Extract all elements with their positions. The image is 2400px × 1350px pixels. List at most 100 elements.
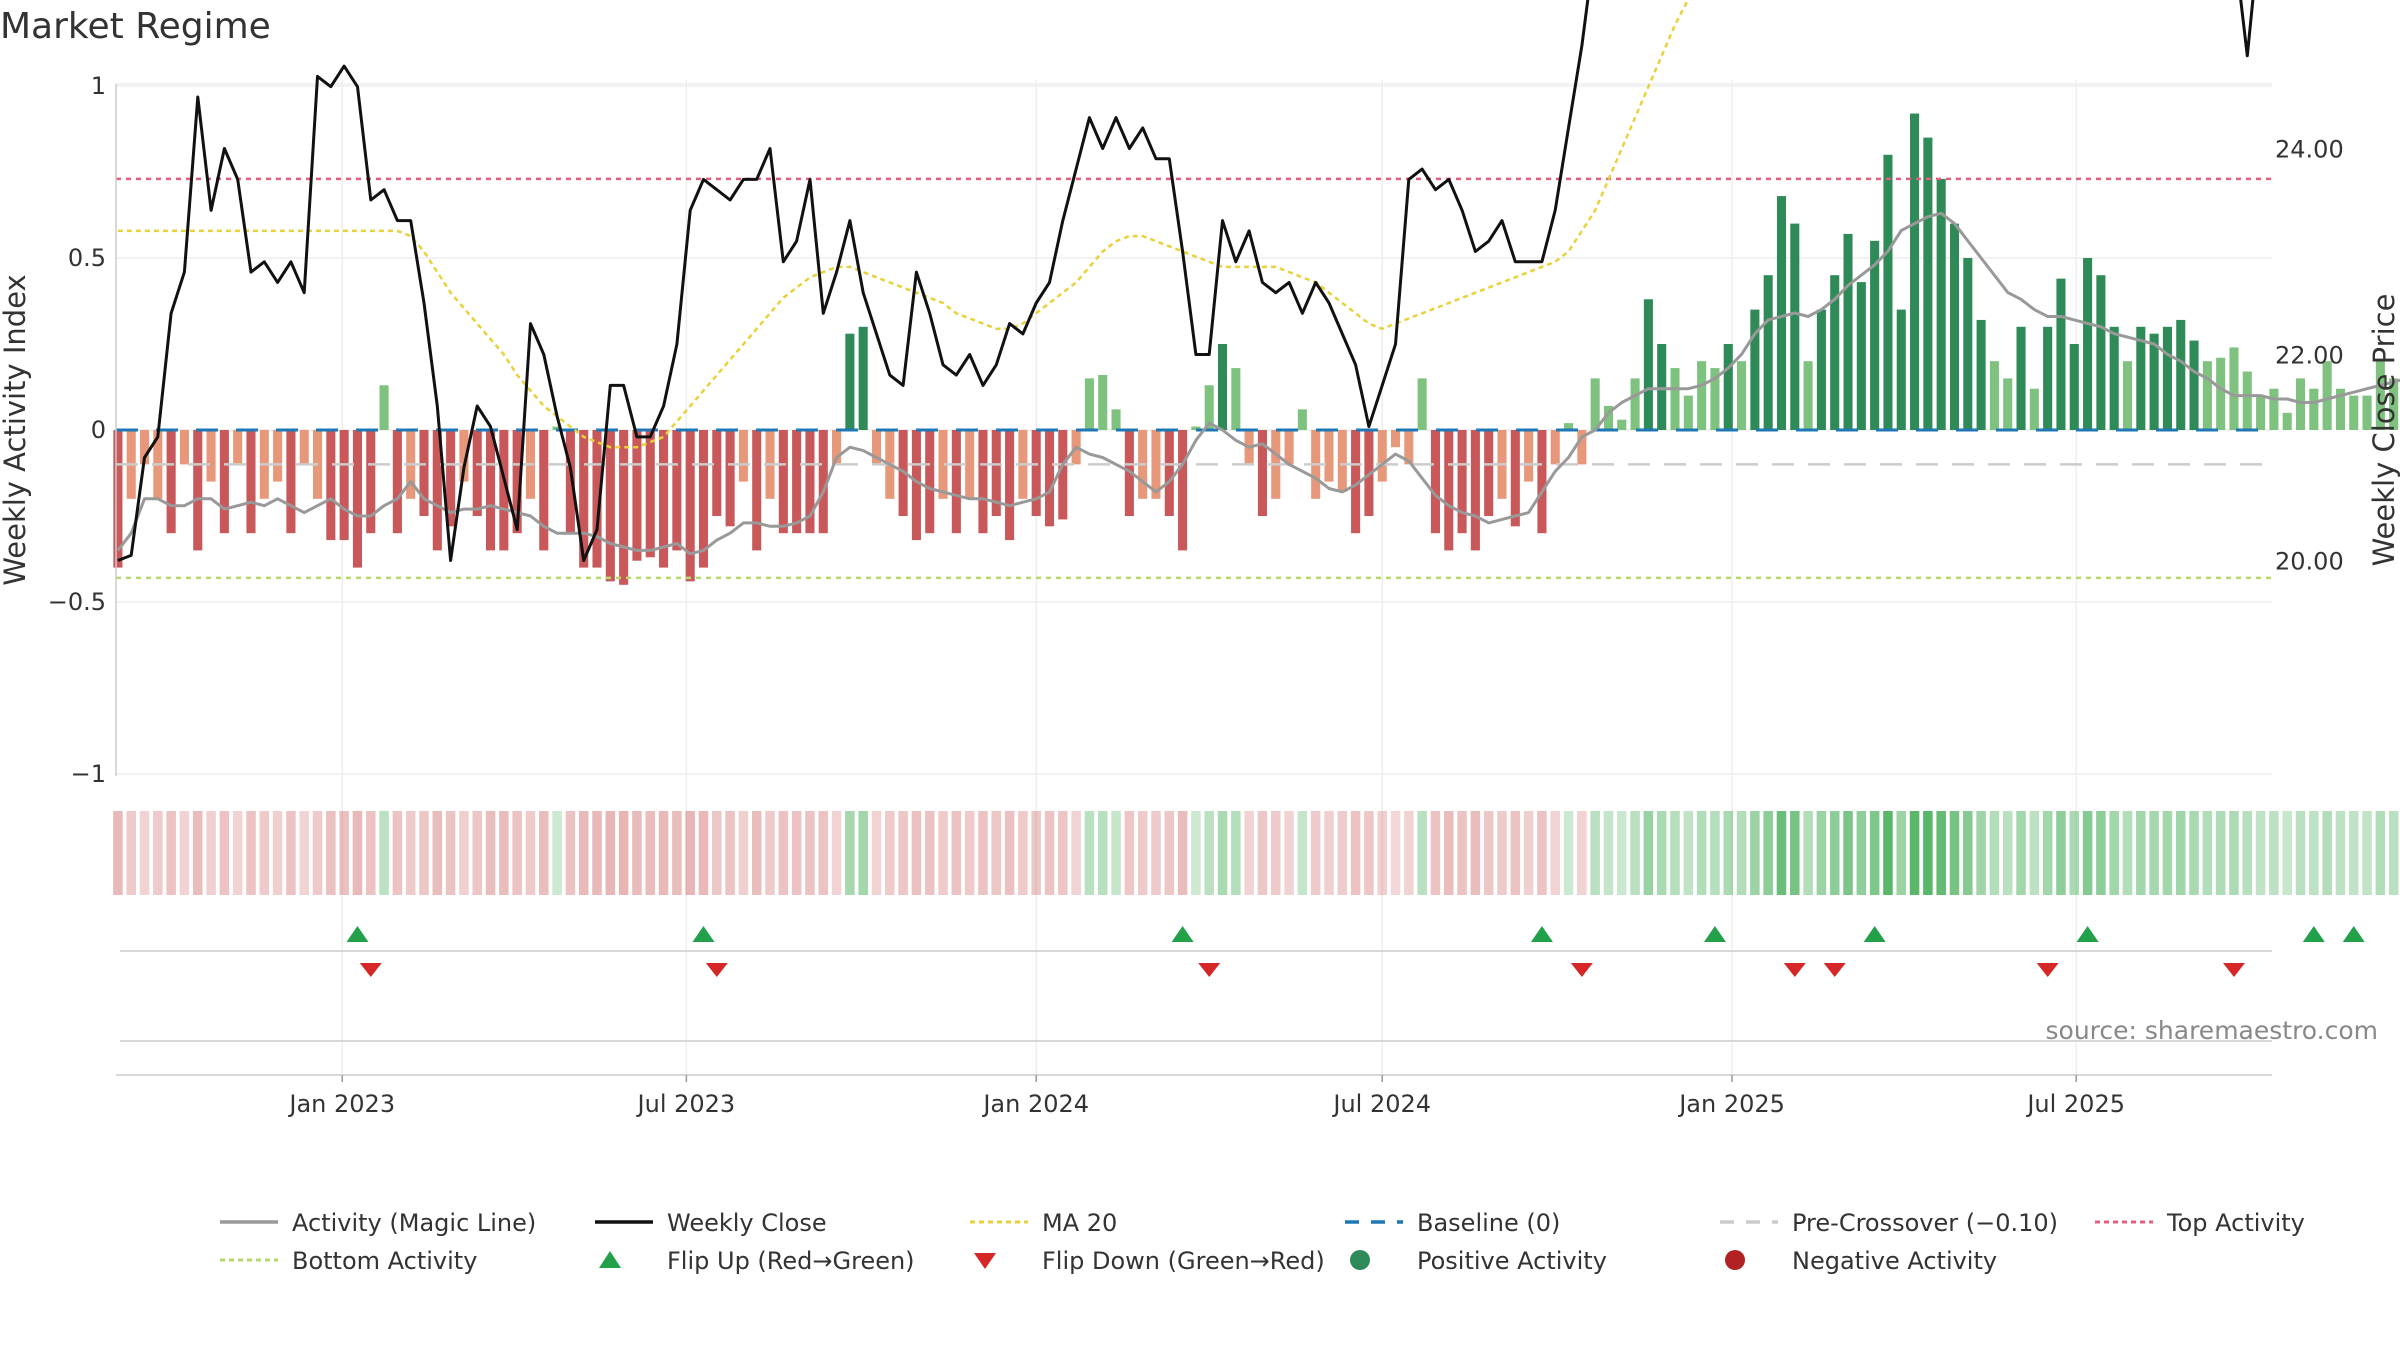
regime-cell xyxy=(206,811,216,895)
regime-cell xyxy=(725,811,735,895)
regime-cell xyxy=(499,811,509,895)
activity-bar xyxy=(2309,388,2319,430)
activity-bar xyxy=(1670,368,1680,430)
activity-bar xyxy=(1098,374,1108,430)
activity-bar xyxy=(1297,409,1307,430)
regime-cell xyxy=(1324,811,1334,895)
regime-cell xyxy=(685,811,695,895)
activity-bar xyxy=(1164,430,1174,516)
regime-cell xyxy=(1058,811,1068,895)
activity-bar xyxy=(246,430,256,534)
regime-cell xyxy=(2002,811,2013,895)
legend-label: Weekly Close xyxy=(667,1209,827,1237)
legend-label: Bottom Activity xyxy=(292,1247,477,1275)
activity-bar xyxy=(725,430,735,527)
weekly-close-line xyxy=(117,0,2255,562)
regime-cell xyxy=(1137,811,1148,895)
activity-bar xyxy=(685,430,695,582)
activity-bar xyxy=(2083,258,2093,430)
regime-cell xyxy=(1776,811,1787,895)
regime-cell xyxy=(1337,811,1348,895)
activity-bar xyxy=(1231,368,1241,430)
activity-bar xyxy=(2189,340,2199,430)
regime-cell xyxy=(166,811,176,895)
legend-swatch-flip-down xyxy=(974,1253,996,1269)
activity-bar xyxy=(1457,430,1467,534)
regime-cell xyxy=(1909,811,1920,895)
regime-cell xyxy=(1563,811,1574,895)
legend-label: Flip Up (Red→Green) xyxy=(667,1247,915,1275)
regime-cell xyxy=(1550,811,1561,895)
activity-bar xyxy=(1417,378,1427,430)
activity-bar xyxy=(1404,430,1414,465)
activity-bar xyxy=(366,430,376,534)
regime-cell xyxy=(1577,811,1587,895)
regime-cell xyxy=(2269,811,2279,895)
x-tick-label: Jul 2023 xyxy=(636,1090,736,1118)
activity-bar xyxy=(2202,361,2212,430)
regime-cell xyxy=(1191,811,1201,895)
activity-bar xyxy=(206,430,216,482)
regime-cell xyxy=(2282,811,2292,895)
regime-cell xyxy=(419,811,429,895)
legend-label: Flip Down (Green→Red) xyxy=(1042,1247,1325,1275)
regime-cell xyxy=(339,811,349,895)
activity-bar xyxy=(2322,361,2332,430)
regime-cell xyxy=(472,811,483,895)
regime-cell xyxy=(2175,811,2186,895)
regime-cell xyxy=(1790,811,1800,895)
activity-bar xyxy=(2176,319,2186,430)
flip-down-marker xyxy=(705,963,728,977)
activity-bar xyxy=(273,430,283,482)
activity-bar xyxy=(1976,319,1986,430)
activity-bar xyxy=(299,430,309,465)
flip-down-marker xyxy=(1570,963,1593,977)
regime-cell xyxy=(1683,811,1694,895)
activity-bar xyxy=(1044,430,1055,527)
activity-bar xyxy=(1643,299,1653,430)
regime-cell xyxy=(1603,811,1614,895)
activity-bar xyxy=(1910,113,1920,431)
activity-bar xyxy=(1484,430,1494,516)
regime-cell xyxy=(1124,811,1135,895)
legend-label: Top Activity xyxy=(2166,1209,2305,1237)
regime-cell xyxy=(1497,811,1507,895)
regime-cell xyxy=(712,811,722,895)
activity-bar xyxy=(286,430,296,534)
activity-bar xyxy=(1590,378,1600,430)
regime-cell xyxy=(911,811,922,895)
flip-down-marker xyxy=(1198,963,1221,977)
regime-cell xyxy=(924,811,935,895)
regime-cell xyxy=(858,811,868,895)
regime-cell xyxy=(2189,811,2199,895)
regime-cell xyxy=(1949,811,1960,895)
regime-cell xyxy=(272,811,283,895)
legend-label: Pre-Crossover (−0.10) xyxy=(1792,1209,2058,1237)
regime-cell xyxy=(1803,811,1813,895)
activity-bar xyxy=(1603,405,1614,430)
regime-cell xyxy=(1736,811,1747,895)
regime-cell xyxy=(445,811,456,895)
chart-title: Market Regime xyxy=(0,6,271,47)
regime-cell xyxy=(1004,811,1015,895)
regime-cell xyxy=(1364,811,1374,895)
regime-cell xyxy=(312,811,323,895)
activity-bar xyxy=(1191,426,1201,430)
right-tick-label: 24.00 xyxy=(2275,136,2344,164)
activity-bar xyxy=(965,430,975,499)
source-note: source: sharemaestro.com xyxy=(2046,1016,2379,1045)
activity-bar xyxy=(1444,430,1454,551)
activity-bar xyxy=(672,430,682,551)
regime-cell xyxy=(2388,811,2399,895)
regime-cell xyxy=(126,811,136,895)
regime-cell xyxy=(618,811,629,895)
regime-cell xyxy=(791,811,802,895)
activity-bar xyxy=(1803,361,1813,430)
regime-cell xyxy=(1018,811,1028,895)
activity-bar xyxy=(871,430,882,465)
regime-cell xyxy=(1217,811,1228,895)
activity-bar xyxy=(1284,430,1294,465)
activity-bar xyxy=(2029,388,2039,430)
legend-label: Baseline (0) xyxy=(1417,1209,1560,1237)
activity-bar xyxy=(951,430,961,534)
